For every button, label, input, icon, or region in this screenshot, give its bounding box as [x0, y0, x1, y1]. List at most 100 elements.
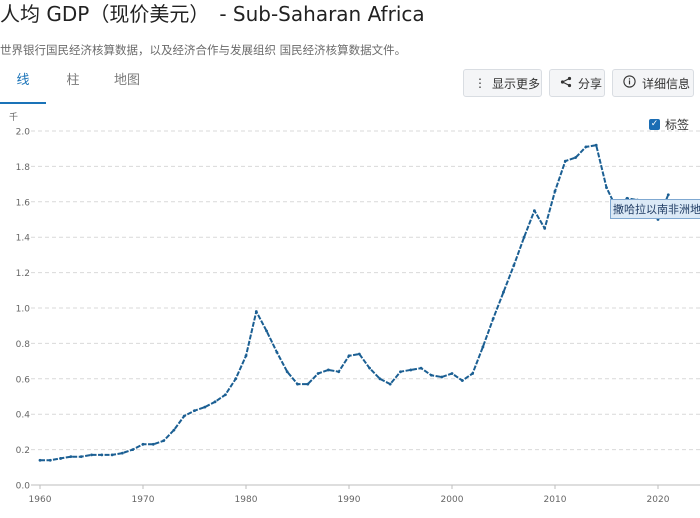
- data-point: [151, 442, 155, 446]
- x-tick-label: 2010: [544, 495, 567, 505]
- data-point: [182, 414, 186, 418]
- x-tick-label: 1990: [338, 495, 361, 505]
- share-label: 分享: [578, 76, 603, 91]
- page-title: 人均 GDP（现价美元） - Sub-Saharan Africa: [0, 0, 425, 30]
- data-point: [69, 455, 73, 459]
- data-point: [265, 329, 268, 333]
- data-point: [584, 145, 588, 149]
- data-point: [357, 352, 361, 356]
- data-point: [388, 382, 392, 386]
- y-tick-label: 0.8: [16, 340, 31, 350]
- data-point: [316, 372, 320, 375]
- show-more-button[interactable]: ⋮ 显示更多: [463, 69, 542, 97]
- details-label: 详细信息: [642, 76, 691, 91]
- y-tick-label: 1.8: [16, 163, 31, 173]
- data-point: [399, 370, 402, 374]
- data-point: [553, 189, 557, 193]
- y-axis-unit-label: 千: [9, 112, 18, 123]
- data-point: [522, 235, 526, 239]
- data-point: [460, 379, 464, 382]
- data-point: [625, 196, 629, 200]
- data-point: [574, 156, 577, 159]
- checkbox-icon[interactable]: ✓: [649, 119, 660, 130]
- data-point: [533, 209, 536, 213]
- series-label-tooltip: 撒哈拉以南非洲地区: [610, 199, 700, 219]
- tab-line[interactable]: 线: [0, 64, 46, 104]
- data-point: [409, 368, 413, 372]
- data-point: [38, 458, 42, 462]
- data-point: [162, 439, 166, 443]
- share-button[interactable]: 分享: [549, 69, 605, 97]
- data-point: [512, 264, 516, 267]
- data-point: [141, 442, 145, 446]
- data-point: [213, 400, 217, 404]
- data-point: [543, 226, 547, 230]
- data-point: [378, 377, 382, 381]
- data-point: [594, 143, 598, 147]
- x-tick-label: 1980: [235, 495, 258, 505]
- x-tick-label: 1960: [29, 495, 52, 505]
- data-point: [296, 382, 299, 386]
- line-chart: 0.0 0.2 0.4 0.6 0.8 1.0 1.2 1.4 1.6 1.8 2.0 千 1960 19…: [9, 112, 700, 505]
- y-tick-label: 1.4: [16, 234, 31, 244]
- data-point: [275, 350, 279, 354]
- x-tick-label: 2020: [647, 495, 670, 505]
- data-point: [254, 310, 258, 313]
- data-point: [306, 382, 310, 386]
- y-tick-label: 2.0: [16, 128, 31, 138]
- tab-map[interactable]: 地图: [113, 73, 140, 88]
- data-point: [48, 458, 52, 462]
- data-point: [450, 372, 454, 375]
- data-point: [368, 366, 371, 370]
- data-point: [59, 457, 62, 460]
- y-tick-label: 0.6: [16, 375, 31, 385]
- tab-bar[interactable]: 柱: [66, 73, 80, 88]
- data-point: [605, 186, 608, 190]
- info-icon: [623, 75, 636, 91]
- y-tick-label: 0.0: [16, 482, 31, 492]
- data-point: [481, 345, 485, 349]
- labels-toggle[interactable]: ✓ 标签: [649, 116, 689, 133]
- show-more-label: 显示更多: [492, 76, 541, 91]
- series-line: [40, 144, 670, 462]
- y-tick-label: 0.4: [16, 411, 31, 421]
- x-tick-label: 1970: [132, 495, 155, 505]
- data-source-text: 世界银行国民经济核算数据，以及经济合作与发展组织 国民经济核算数据文件。: [0, 43, 407, 57]
- y-tick-label: 1.0: [16, 305, 31, 315]
- details-button[interactable]: 详细信息: [612, 69, 694, 97]
- data-point: [347, 354, 351, 358]
- data-point: [502, 290, 505, 294]
- data-point: [430, 373, 433, 377]
- y-tick-label: 0.2: [16, 446, 30, 456]
- data-point: [79, 455, 83, 459]
- y-tick-label: 1.6: [16, 198, 31, 208]
- indicator-title: 人均 GDP（现价美元）: [0, 2, 210, 26]
- data-point: [244, 354, 248, 358]
- data-point: [234, 377, 238, 381]
- labels-toggle-label: 标签: [665, 118, 690, 132]
- data-point: [90, 453, 93, 457]
- more-vertical-icon: ⋮: [474, 76, 486, 90]
- chart-type-tabs: 线 柱 地图: [0, 64, 700, 104]
- y-tick-label: 1.2: [16, 269, 30, 279]
- region-subtitle: - Sub-Saharan Africa: [219, 2, 425, 26]
- data-point: [563, 159, 567, 163]
- data-point: [666, 193, 670, 197]
- data-point: [327, 368, 330, 372]
- share-icon: [560, 76, 572, 91]
- x-tick-label: 2000: [441, 495, 464, 505]
- data-point: [203, 405, 207, 409]
- data-point: [491, 317, 495, 321]
- data-point: [285, 370, 289, 374]
- data-point: [121, 451, 124, 455]
- data-point: [471, 372, 474, 375]
- data-point: [100, 453, 104, 457]
- data-point: [193, 409, 196, 413]
- chart-area: 0.0 0.2 0.4 0.6 0.8 1.0 1.2 1.4 1.6 1.8 2.0 千 1960 19…: [0, 104, 700, 518]
- data-point: [440, 375, 444, 379]
- data-point: [131, 448, 135, 451]
- data-point: [224, 393, 227, 397]
- data-point: [110, 453, 114, 457]
- data-point: [172, 428, 176, 432]
- data-point: [419, 366, 423, 370]
